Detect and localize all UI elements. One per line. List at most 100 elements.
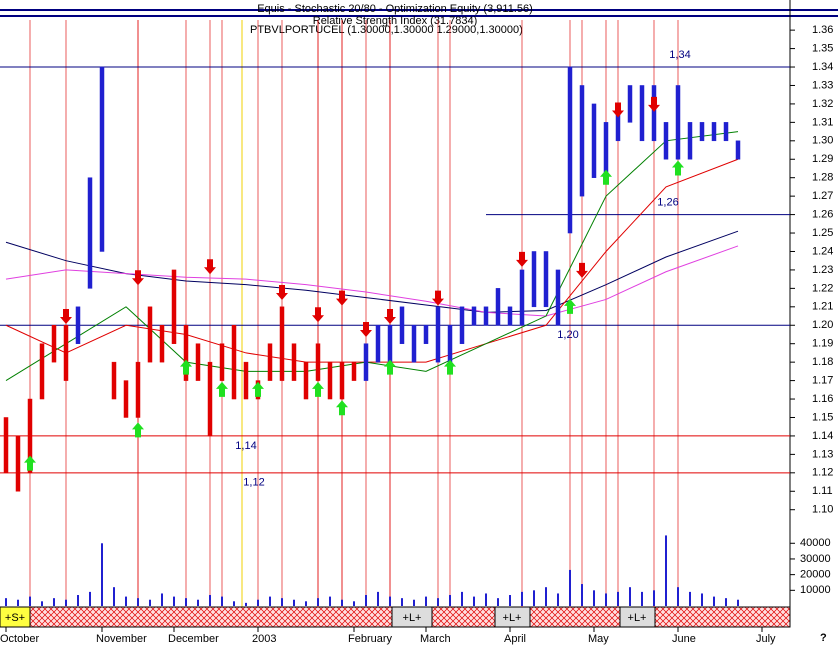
volume-bar bbox=[137, 598, 139, 606]
help-mark: ? bbox=[820, 632, 827, 644]
volume-bar bbox=[125, 597, 127, 606]
volume-bar bbox=[269, 597, 271, 606]
volume-bar bbox=[197, 600, 199, 606]
price-bar bbox=[580, 85, 584, 196]
month-label: July bbox=[756, 633, 776, 645]
y-tick-label: 1.28 bbox=[812, 172, 833, 184]
volume-bar bbox=[317, 598, 319, 606]
position-label: +L+ bbox=[503, 612, 522, 624]
volume-bar bbox=[329, 597, 331, 606]
volume-bar bbox=[221, 597, 223, 606]
y-tick-label: 1.19 bbox=[812, 338, 833, 350]
price-bar bbox=[388, 325, 392, 362]
volume-bar bbox=[557, 593, 559, 606]
level-label: 1,14 bbox=[235, 440, 256, 452]
y-tick-label: 1.31 bbox=[812, 116, 833, 128]
month-label: April bbox=[504, 633, 526, 645]
volume-bar bbox=[77, 595, 79, 606]
y-tick-label: 1.35 bbox=[812, 42, 833, 54]
price-bar bbox=[196, 344, 200, 381]
volume-bar bbox=[305, 601, 307, 606]
price-bar bbox=[124, 381, 128, 418]
volume-bar bbox=[581, 584, 583, 606]
price-bar bbox=[460, 307, 464, 344]
volume-bar bbox=[233, 601, 235, 606]
price-bar bbox=[448, 325, 452, 362]
month-label: May bbox=[588, 633, 609, 645]
y-tick-label: 1.21 bbox=[812, 301, 833, 313]
price-bar bbox=[640, 85, 644, 140]
y-tick-label: 1.29 bbox=[812, 153, 833, 165]
price-bar bbox=[52, 325, 56, 362]
price-bar bbox=[88, 178, 92, 289]
volume-bar bbox=[461, 592, 463, 606]
position-label: +S+ bbox=[5, 612, 25, 624]
v-tick-label: 10000 bbox=[800, 584, 831, 596]
volume-bar bbox=[725, 598, 727, 606]
volume-bar bbox=[641, 592, 643, 606]
y-tick-label: 1.14 bbox=[812, 430, 833, 442]
volume-bar bbox=[65, 600, 67, 606]
price-bar bbox=[208, 362, 212, 436]
chart-title: Equis - Stochastic 20/80 - Optimization … bbox=[257, 3, 533, 15]
volume-bar bbox=[89, 592, 91, 606]
volume-bar bbox=[17, 600, 19, 606]
volume-bar bbox=[677, 587, 679, 606]
volume-bar bbox=[545, 587, 547, 606]
price-bar bbox=[412, 325, 416, 362]
volume-bar bbox=[485, 593, 487, 606]
y-tick-label: 1.33 bbox=[812, 79, 833, 91]
price-bar bbox=[496, 288, 500, 325]
volume-bar bbox=[353, 601, 355, 606]
volume-bar bbox=[701, 593, 703, 606]
volume-bar bbox=[401, 598, 403, 606]
price-bar bbox=[16, 436, 20, 491]
volume-bar bbox=[605, 593, 607, 606]
y-tick-label: 1.22 bbox=[812, 282, 833, 294]
level-label: 1,12 bbox=[243, 477, 264, 489]
month-label: June bbox=[672, 633, 696, 645]
price-bar bbox=[508, 307, 512, 325]
volume-bar bbox=[101, 543, 103, 606]
month-label: March bbox=[420, 633, 451, 645]
volume-bar bbox=[473, 597, 475, 606]
price-bar bbox=[100, 67, 104, 251]
y-tick-label: 1.17 bbox=[812, 374, 833, 386]
volume-bar bbox=[173, 597, 175, 606]
price-bar bbox=[676, 85, 680, 159]
month-label: February bbox=[348, 633, 393, 645]
price-bar bbox=[544, 251, 548, 306]
price-bar bbox=[568, 67, 572, 233]
price-bar bbox=[268, 344, 272, 381]
level-label: 1,34 bbox=[669, 49, 690, 61]
volume-bar bbox=[257, 600, 259, 606]
price-bar bbox=[148, 307, 152, 362]
price-bar bbox=[328, 362, 332, 399]
price-bar bbox=[664, 122, 668, 159]
volume-bar bbox=[533, 590, 535, 606]
price-bar bbox=[172, 270, 176, 344]
volume-bar bbox=[29, 597, 31, 606]
price-bar bbox=[472, 307, 476, 325]
volume-bar bbox=[185, 598, 187, 606]
price-bar bbox=[340, 362, 344, 399]
y-tick-label: 1.10 bbox=[812, 504, 833, 516]
price-bar bbox=[712, 122, 716, 140]
price-bar bbox=[316, 344, 320, 381]
y-tick-label: 1.13 bbox=[812, 448, 833, 460]
price-bar bbox=[160, 325, 164, 362]
volume-bar bbox=[365, 595, 367, 606]
price-bar bbox=[280, 307, 284, 381]
y-tick-label: 1.23 bbox=[812, 264, 833, 276]
price-bar bbox=[736, 141, 740, 159]
price-bar bbox=[628, 85, 632, 122]
price-bar bbox=[232, 325, 236, 399]
volume-bar bbox=[617, 592, 619, 606]
y-tick-label: 1.20 bbox=[812, 319, 833, 331]
price-bar bbox=[532, 251, 536, 306]
volume-bar bbox=[449, 595, 451, 606]
volume-bar bbox=[293, 600, 295, 606]
volume-bar bbox=[521, 592, 523, 606]
volume-bar bbox=[161, 593, 163, 606]
y-tick-label: 1.11 bbox=[812, 485, 833, 497]
